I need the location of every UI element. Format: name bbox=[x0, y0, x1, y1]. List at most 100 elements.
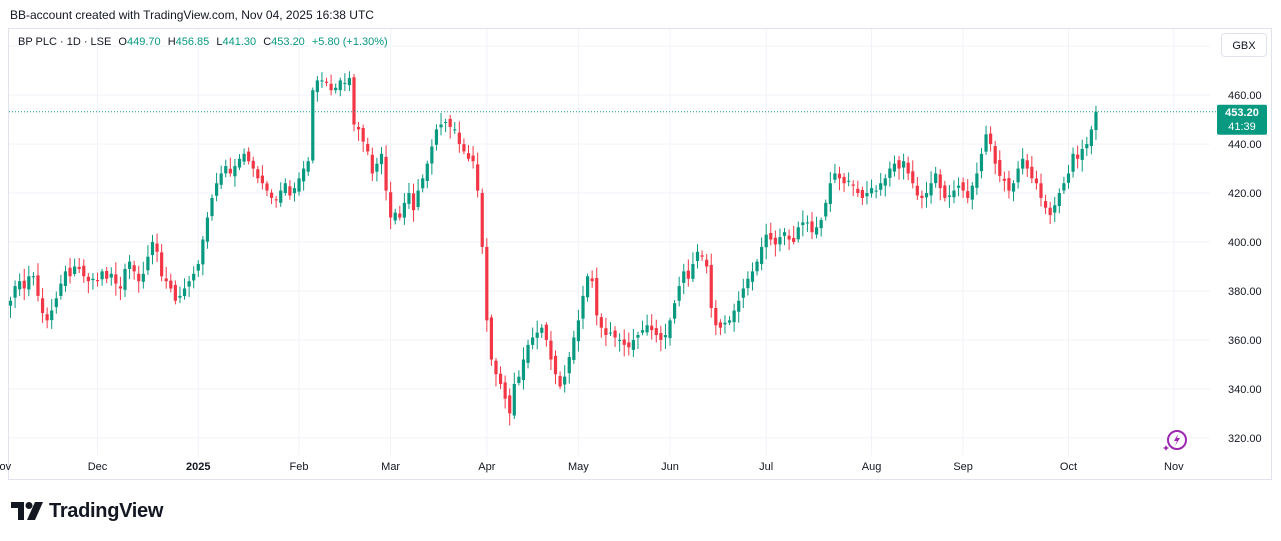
candle-body bbox=[723, 322, 727, 325]
candle-body bbox=[398, 213, 402, 218]
candle-body bbox=[966, 191, 970, 198]
candle-body bbox=[801, 222, 805, 226]
candle-body bbox=[27, 276, 31, 290]
candle-body bbox=[989, 133, 993, 145]
candle-body bbox=[251, 160, 255, 169]
candle-body bbox=[521, 359, 526, 380]
candle-body bbox=[879, 183, 883, 190]
chart-credit: BB-account created with TradingView.com,… bbox=[10, 8, 374, 22]
candle-body bbox=[856, 188, 860, 194]
candle-body bbox=[847, 180, 851, 182]
candle-body bbox=[778, 237, 782, 245]
candle-body bbox=[100, 271, 104, 280]
candle-body bbox=[860, 190, 864, 198]
x-axis: Nov Dec 2025 Feb Mar Apr May Jun Jul Aug Sep Oct Nov bbox=[0, 461, 1184, 473]
candle-body bbox=[746, 278, 750, 289]
currency-button[interactable]: GBX bbox=[1221, 33, 1267, 57]
candle-body bbox=[608, 332, 613, 334]
candle-body bbox=[585, 276, 590, 298]
candle-body bbox=[673, 303, 677, 319]
candle-body bbox=[311, 90, 315, 161]
candle-body bbox=[595, 277, 599, 316]
candle-body bbox=[68, 267, 72, 277]
candle-body bbox=[544, 324, 548, 340]
symbol-title[interactable]: BP PLC · 1D · LSE bbox=[18, 36, 112, 48]
candle-body bbox=[242, 153, 246, 162]
candle-body bbox=[210, 197, 214, 217]
candle-body bbox=[645, 325, 649, 333]
candle-body bbox=[173, 284, 177, 301]
candle-body bbox=[792, 237, 796, 242]
candle-body bbox=[164, 278, 168, 282]
candle-body bbox=[663, 335, 668, 338]
candle-body bbox=[114, 274, 118, 284]
candles bbox=[8, 71, 1098, 426]
candle-body bbox=[512, 384, 516, 416]
candle-body bbox=[132, 265, 136, 272]
candle-body bbox=[228, 168, 232, 174]
candle-body bbox=[563, 376, 567, 385]
candle-body bbox=[503, 382, 507, 399]
candle-body bbox=[178, 295, 182, 298]
candle-body bbox=[269, 192, 274, 198]
y-tick-label: 360.00 bbox=[1228, 335, 1262, 347]
candle-body bbox=[888, 168, 892, 178]
candle-body bbox=[677, 286, 681, 301]
candle-body bbox=[54, 298, 58, 308]
candle-body bbox=[897, 160, 901, 169]
candle-body bbox=[457, 132, 461, 145]
candle-body bbox=[1080, 148, 1084, 160]
sparkle-icon[interactable] bbox=[1162, 428, 1188, 454]
candle-body bbox=[640, 330, 645, 333]
candle-body bbox=[1030, 166, 1034, 179]
high-value: 456.85 bbox=[175, 36, 210, 48]
candle-body bbox=[782, 232, 787, 236]
candle-body bbox=[535, 332, 539, 338]
candle-body bbox=[86, 276, 90, 282]
candle-body bbox=[727, 320, 732, 323]
candle-body bbox=[737, 300, 741, 312]
candle-body bbox=[1089, 129, 1093, 147]
candle-body bbox=[288, 186, 292, 196]
candle-body bbox=[347, 77, 352, 86]
candle-body bbox=[700, 255, 704, 257]
candle-body bbox=[947, 195, 951, 197]
candle-body bbox=[91, 278, 95, 281]
candle-body bbox=[196, 264, 200, 271]
candle-body bbox=[425, 163, 429, 181]
bar-countdown: 41:39 bbox=[1228, 121, 1256, 133]
x-tick-label: Nov bbox=[0, 461, 12, 473]
candle-body bbox=[361, 127, 365, 142]
candle-body bbox=[1007, 178, 1011, 191]
candle-body bbox=[411, 193, 416, 211]
candle-body bbox=[1048, 207, 1052, 216]
candle-body bbox=[819, 219, 823, 229]
candle-body bbox=[274, 199, 278, 201]
candle-body bbox=[869, 188, 874, 194]
candle-body bbox=[714, 307, 718, 326]
tradingview-logo[interactable]: TradingView bbox=[11, 499, 163, 523]
candle-body bbox=[828, 183, 832, 204]
candle-body bbox=[22, 280, 26, 289]
candle-body bbox=[920, 195, 924, 198]
candle-body bbox=[444, 122, 448, 124]
candle-body bbox=[320, 80, 324, 82]
candle-body bbox=[796, 227, 800, 240]
y-tick-label: 400.00 bbox=[1228, 237, 1262, 249]
candle-body bbox=[370, 154, 374, 174]
candle-body bbox=[686, 270, 690, 279]
candle-body bbox=[379, 153, 384, 165]
candle-body bbox=[842, 176, 846, 184]
candle-body bbox=[691, 264, 695, 279]
y-tick-label: 380.00 bbox=[1228, 286, 1262, 298]
candle-body bbox=[1053, 205, 1057, 213]
candle-body bbox=[741, 288, 745, 298]
candle-body bbox=[750, 271, 755, 282]
candle-body bbox=[8, 300, 13, 306]
candle-body bbox=[705, 259, 709, 267]
candle-body bbox=[773, 237, 777, 245]
candle-body bbox=[517, 376, 521, 383]
candle-body bbox=[31, 276, 35, 278]
candle-body bbox=[182, 288, 187, 297]
